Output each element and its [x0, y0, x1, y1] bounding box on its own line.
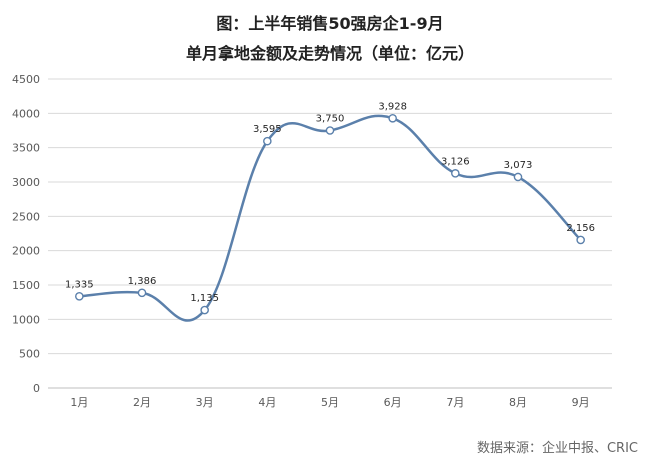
data-label: 3,073: [504, 160, 533, 171]
data-label: 1,335: [65, 279, 94, 290]
data-label: 3,126: [441, 156, 470, 167]
chart-title: 图：上半年销售50强房企1-9月: [216, 14, 444, 33]
data-label: 1,135: [190, 293, 219, 304]
data-point: [451, 169, 460, 178]
series-line: [79, 114, 582, 322]
data-label: 1,386: [128, 276, 157, 287]
data-point: [513, 172, 523, 182]
x-tick-label: 5月: [321, 396, 339, 409]
y-tick-label: 4000: [12, 107, 40, 120]
y-tick-label: 2500: [12, 210, 40, 223]
data-point: [200, 305, 209, 315]
data-point: [325, 126, 335, 135]
data-label: 3,595: [253, 124, 282, 135]
data-point: [388, 113, 397, 123]
x-tick-label: 7月: [446, 396, 464, 409]
y-tick-label: 500: [19, 348, 40, 361]
y-tick-label: 0: [33, 382, 40, 395]
x-tick-label: 2月: [133, 396, 151, 409]
data-point: [576, 235, 585, 245]
x-tick-label: 6月: [384, 396, 402, 409]
data-point: [263, 136, 272, 146]
data-label: 2,156: [566, 223, 595, 234]
data-point: [137, 288, 147, 298]
chart-subtitle: 单月拿地金额及走势情况（单位：亿元）: [185, 44, 474, 63]
data-label: 3,750: [316, 114, 345, 125]
x-tick-label: 8月: [509, 396, 527, 409]
y-tick-label: 3000: [12, 176, 40, 189]
data-source-note: 数据来源：企业中报、CRIC: [476, 441, 638, 456]
x-tick-label: 4月: [258, 396, 276, 409]
y-tick-label: 1500: [12, 279, 40, 292]
y-tick-label: 3500: [12, 142, 40, 155]
y-tick-label: 4500: [12, 73, 40, 86]
x-tick-label: 1月: [70, 396, 88, 409]
x-tick-label: 9月: [572, 396, 590, 409]
x-tick-label: 3月: [196, 396, 214, 409]
data-point: [75, 292, 84, 301]
y-tick-label: 1000: [12, 313, 40, 326]
data-label: 3,928: [378, 101, 407, 112]
y-tick-label: 2000: [12, 245, 40, 258]
